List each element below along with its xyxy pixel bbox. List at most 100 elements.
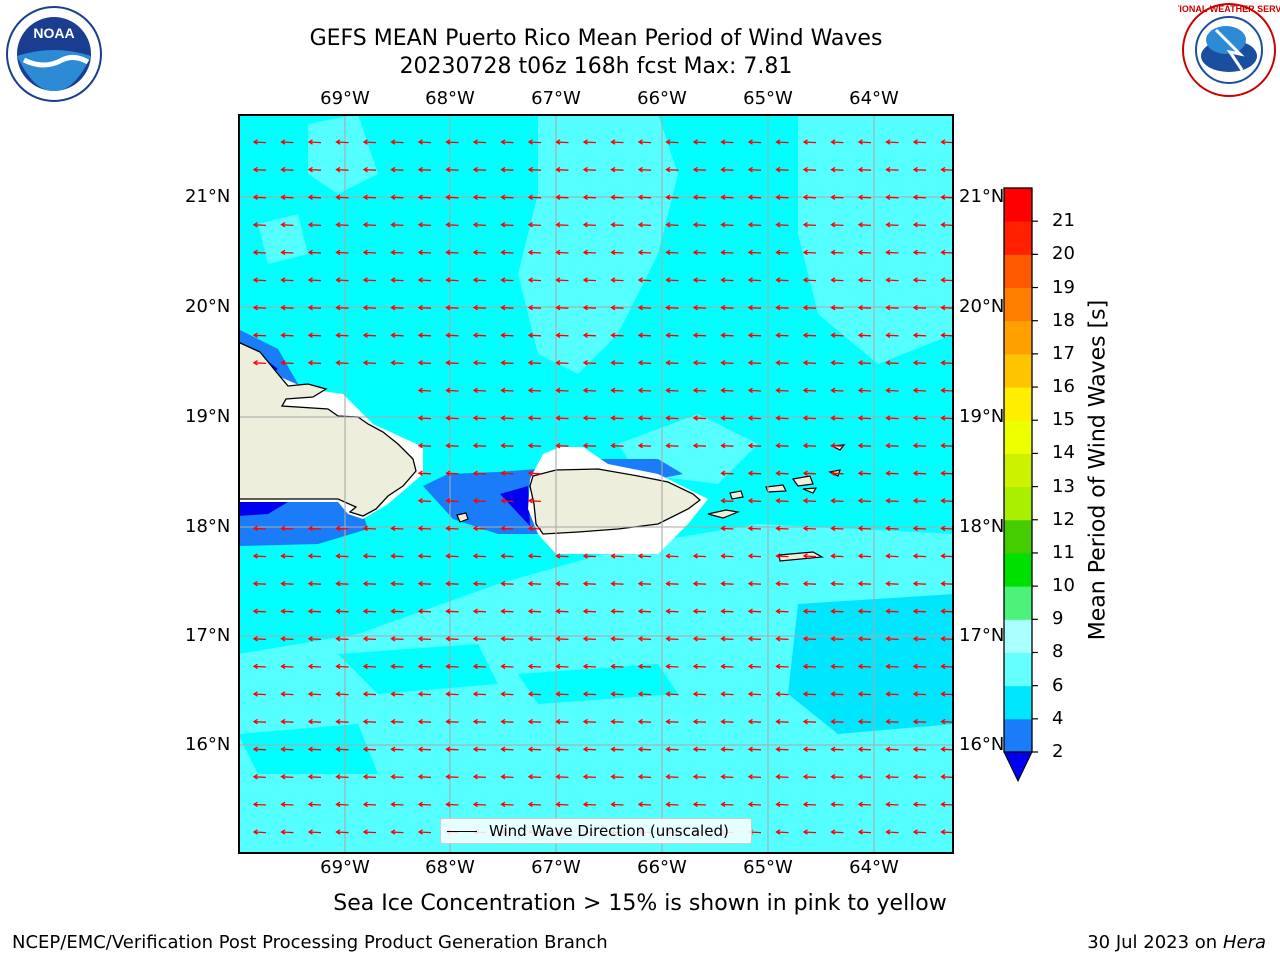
wave-direction-arrow <box>362 360 377 366</box>
wave-direction-arrow <box>472 139 487 145</box>
wave-direction-arrow <box>307 222 322 228</box>
colorbar-band <box>1004 254 1032 289</box>
wave-direction-arrow <box>280 774 294 780</box>
wave-direction-arrow <box>720 249 734 256</box>
wave-period-map <box>238 114 954 854</box>
colorbar-band <box>1004 221 1032 255</box>
wave-direction-arrow <box>527 415 542 421</box>
lon-label-top-69w: 69°W <box>320 88 370 109</box>
wave-direction-arrow <box>390 194 404 200</box>
wave-direction-arrow <box>555 580 569 587</box>
wave-direction-arrow <box>417 249 432 256</box>
wave-direction-arrow <box>527 691 542 697</box>
wave-direction-arrow <box>472 525 487 532</box>
wave-direction-arrow <box>692 387 707 394</box>
wave-direction-arrow <box>830 718 844 725</box>
noaa-logo: NOAA <box>4 4 104 108</box>
wave-direction-arrow <box>500 139 514 145</box>
wave-direction-arrow <box>720 663 734 670</box>
wave-direction-arrow <box>362 608 377 614</box>
wave-direction-arrow <box>720 801 734 808</box>
wave-direction-arrow <box>445 415 459 421</box>
wave-direction-arrow <box>307 663 322 670</box>
wave-direction-arrow <box>830 580 844 587</box>
wave-direction-arrow <box>445 525 459 532</box>
wave-direction-arrow <box>775 774 789 780</box>
wave-direction-arrow <box>885 608 899 614</box>
wave-direction-arrow <box>445 277 459 283</box>
wave-direction-arrow <box>637 194 652 200</box>
wave-direction-arrow <box>720 194 734 200</box>
wave-direction-arrow <box>857 415 872 421</box>
wave-direction-arrow <box>280 636 294 642</box>
wave-direction-arrow <box>582 746 597 752</box>
wave-direction-arrow <box>857 663 872 670</box>
wave-direction-arrow <box>362 194 377 200</box>
wave-direction-arrow <box>637 553 652 559</box>
wave-direction-arrow <box>775 801 789 808</box>
wave-direction-arrow <box>390 332 404 338</box>
wave-direction-arrow <box>417 691 432 697</box>
wave-direction-arrow <box>912 304 927 311</box>
colorbar-tick-label: 10 <box>1052 575 1075 597</box>
wave-direction-arrow <box>280 222 294 228</box>
wave-direction-arrow <box>445 498 459 504</box>
wave-direction-arrow <box>445 194 459 200</box>
wave-direction-arrow <box>582 222 597 228</box>
wave-direction-arrow <box>912 525 927 532</box>
wave-direction-arrow <box>555 360 569 366</box>
wave-direction-arrow <box>307 553 322 559</box>
wave-direction-arrow <box>527 360 542 366</box>
wave-direction-arrow <box>307 360 322 366</box>
wave-direction-arrow <box>280 691 294 697</box>
wave-direction-arrow <box>390 801 404 808</box>
wave-direction-arrow <box>417 166 432 173</box>
wave-direction-arrow <box>747 718 762 725</box>
colorbar-tick-label: 14 <box>1052 442 1075 464</box>
wave-direction-arrow <box>775 636 789 642</box>
wave-direction-arrow <box>335 663 349 670</box>
lat-label-left-20n: 20°N <box>185 296 231 317</box>
wave-direction-arrow <box>885 332 899 338</box>
wave-direction-arrow <box>775 691 789 697</box>
wave-direction-arrow <box>885 498 899 504</box>
colorbar-tick-label: 21 <box>1052 210 1075 232</box>
wave-direction-arrow <box>582 277 597 283</box>
wave-direction-arrow <box>830 360 844 366</box>
wave-direction-arrow <box>830 801 844 808</box>
wave-direction-arrow <box>610 801 624 808</box>
wave-direction-arrow <box>857 387 872 394</box>
wave-direction-arrow <box>637 442 652 449</box>
wave-direction-arrow <box>885 525 899 532</box>
sea-ice-note: Sea Ice Concentration > 15% is shown in … <box>333 891 947 916</box>
wave-direction-arrow <box>417 663 432 670</box>
wave-direction-arrow <box>940 415 954 421</box>
wave-direction-arrow <box>582 691 597 697</box>
wave-direction-arrow <box>885 415 899 421</box>
colorbar-band <box>1004 685 1032 720</box>
wave-direction-arrow <box>445 470 459 476</box>
wave-direction-arrow <box>610 580 624 587</box>
wave-direction-arrow <box>610 277 624 283</box>
wave-direction-arrow <box>940 304 954 311</box>
wave-direction-arrow <box>720 442 734 449</box>
wave-direction-arrow <box>802 608 817 614</box>
wave-direction-arrow <box>335 332 349 338</box>
wave-direction-arrow <box>692 332 707 338</box>
wave-direction-arrow <box>940 222 954 228</box>
wave-direction-arrow <box>912 222 927 228</box>
colorbar-band <box>1004 586 1032 620</box>
wave-direction-arrow <box>885 801 899 808</box>
wave-direction-arrow <box>472 553 487 559</box>
wave-direction-arrow <box>912 166 927 173</box>
wave-direction-arrow <box>307 304 322 311</box>
wave-direction-arrow <box>830 304 844 311</box>
wave-direction-arrow <box>940 332 954 338</box>
wave-direction-arrow <box>665 139 679 145</box>
wave-direction-arrow <box>417 222 432 228</box>
lat-label-right-16n: 16°N <box>959 734 1005 755</box>
wave-direction-arrow <box>280 580 294 587</box>
wave-direction-arrow <box>692 277 707 283</box>
wave-direction-arrow <box>775 608 789 614</box>
map-panel <box>238 114 954 854</box>
